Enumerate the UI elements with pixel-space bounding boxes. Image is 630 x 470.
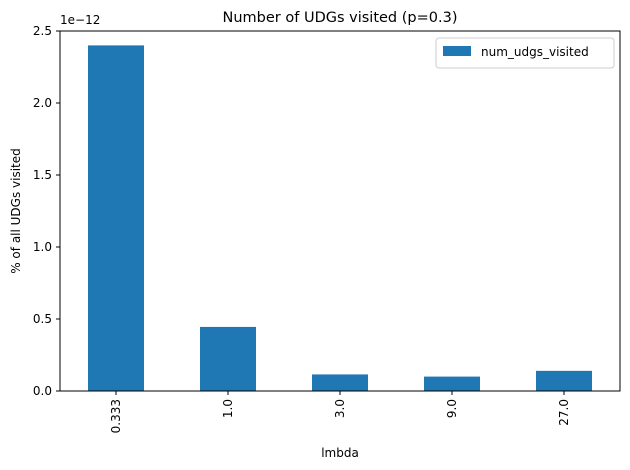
y-offset-label: 1e−12: [60, 13, 100, 27]
y-tick-label: 0.5: [33, 312, 52, 326]
y-tick-label: 1.0: [33, 240, 52, 254]
legend-box: [435, 37, 615, 69]
bar-9.0: [424, 376, 480, 391]
y-axis-label: % of all UDGs visited: [9, 148, 23, 274]
y-axis-ticks: 0.0 0.5 1.0 1.5 2.0 2.5: [33, 24, 60, 398]
bars-group: [88, 45, 592, 392]
y-tick-label: 2.0: [33, 96, 52, 110]
bar-1.0: [200, 326, 256, 391]
legend-swatch: [443, 46, 471, 56]
bar-3.0: [312, 374, 368, 391]
plot-frame: [59, 30, 621, 392]
x-axis-ticks: 0.333 1.0 3.0 9.0 27.0: [109, 391, 571, 433]
y-tick-label: 2.5: [33, 24, 52, 38]
bar-0.333: [88, 45, 144, 392]
y-tick-label: 0.0: [33, 384, 52, 398]
legend: num_udgs_visited: [435, 37, 615, 69]
x-tick-label: 0.333: [109, 399, 123, 433]
y-tick-label: 1.5: [33, 168, 52, 182]
chart-title: Number of UDGs visited (p=0.3): [223, 10, 458, 26]
x-tick-label: 27.0: [557, 399, 571, 426]
x-axis-label: lmbda: [321, 446, 359, 460]
x-tick-label: 1.0: [221, 399, 235, 418]
x-tick-label: 9.0: [445, 399, 459, 418]
x-tick-label: 3.0: [333, 399, 347, 418]
bar-27.0: [536, 370, 592, 391]
legend-label: num_udgs_visited: [481, 45, 589, 59]
